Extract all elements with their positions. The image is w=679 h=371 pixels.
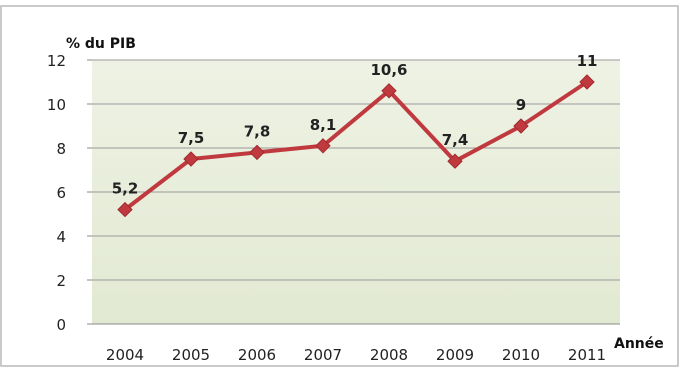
data-point (249, 144, 265, 161)
y-tick-labels: 0 2 4 6 8 10 12 (47, 52, 66, 334)
x-tick-label: 2005 (172, 346, 210, 364)
data-label: 9 (516, 96, 526, 114)
data-label: 7,4 (442, 131, 469, 149)
x-tick-label: 2007 (304, 346, 342, 364)
x-tick-label: 2009 (436, 346, 474, 364)
series-line (123, 80, 589, 212)
data-label: 11 (577, 52, 598, 70)
data-label: 7,8 (244, 122, 271, 140)
data-label: 10,6 (370, 61, 407, 79)
data-markers (117, 74, 595, 218)
y-tick-label: 2 (56, 272, 66, 290)
y-tick-label: 10 (47, 96, 66, 114)
x-tick-labels: 2004 2005 2006 2007 2008 2009 2010 2011 (106, 346, 606, 364)
data-point (315, 138, 331, 154)
data-labels: 5,2 7,5 7,8 8,1 10,6 7,4 9 11 (112, 52, 598, 198)
data-point (183, 151, 199, 167)
data-label: 5,2 (112, 180, 139, 198)
x-tick-label: 2011 (568, 346, 606, 364)
data-point (117, 201, 133, 218)
x-tick-label: 2006 (238, 346, 276, 364)
data-point (447, 153, 463, 169)
data-point (579, 74, 595, 90)
y-tick-label: 12 (47, 52, 66, 70)
data-point (381, 83, 397, 99)
data-point (513, 118, 529, 134)
x-axis-label: Année (614, 336, 664, 352)
y-tick-label: 0 (56, 316, 66, 334)
x-tick-label: 2004 (106, 346, 144, 364)
data-label: 8,1 (310, 116, 337, 134)
y-tick-label: 4 (56, 228, 66, 246)
gridlines (87, 59, 620, 325)
x-tick-label: 2008 (370, 346, 408, 364)
data-label: 7,5 (178, 129, 205, 147)
x-tick-label: 2010 (502, 346, 540, 364)
y-tick-label: 8 (56, 140, 66, 158)
y-axis-label: % du PIB (66, 36, 136, 52)
y-tick-label: 6 (56, 184, 66, 202)
